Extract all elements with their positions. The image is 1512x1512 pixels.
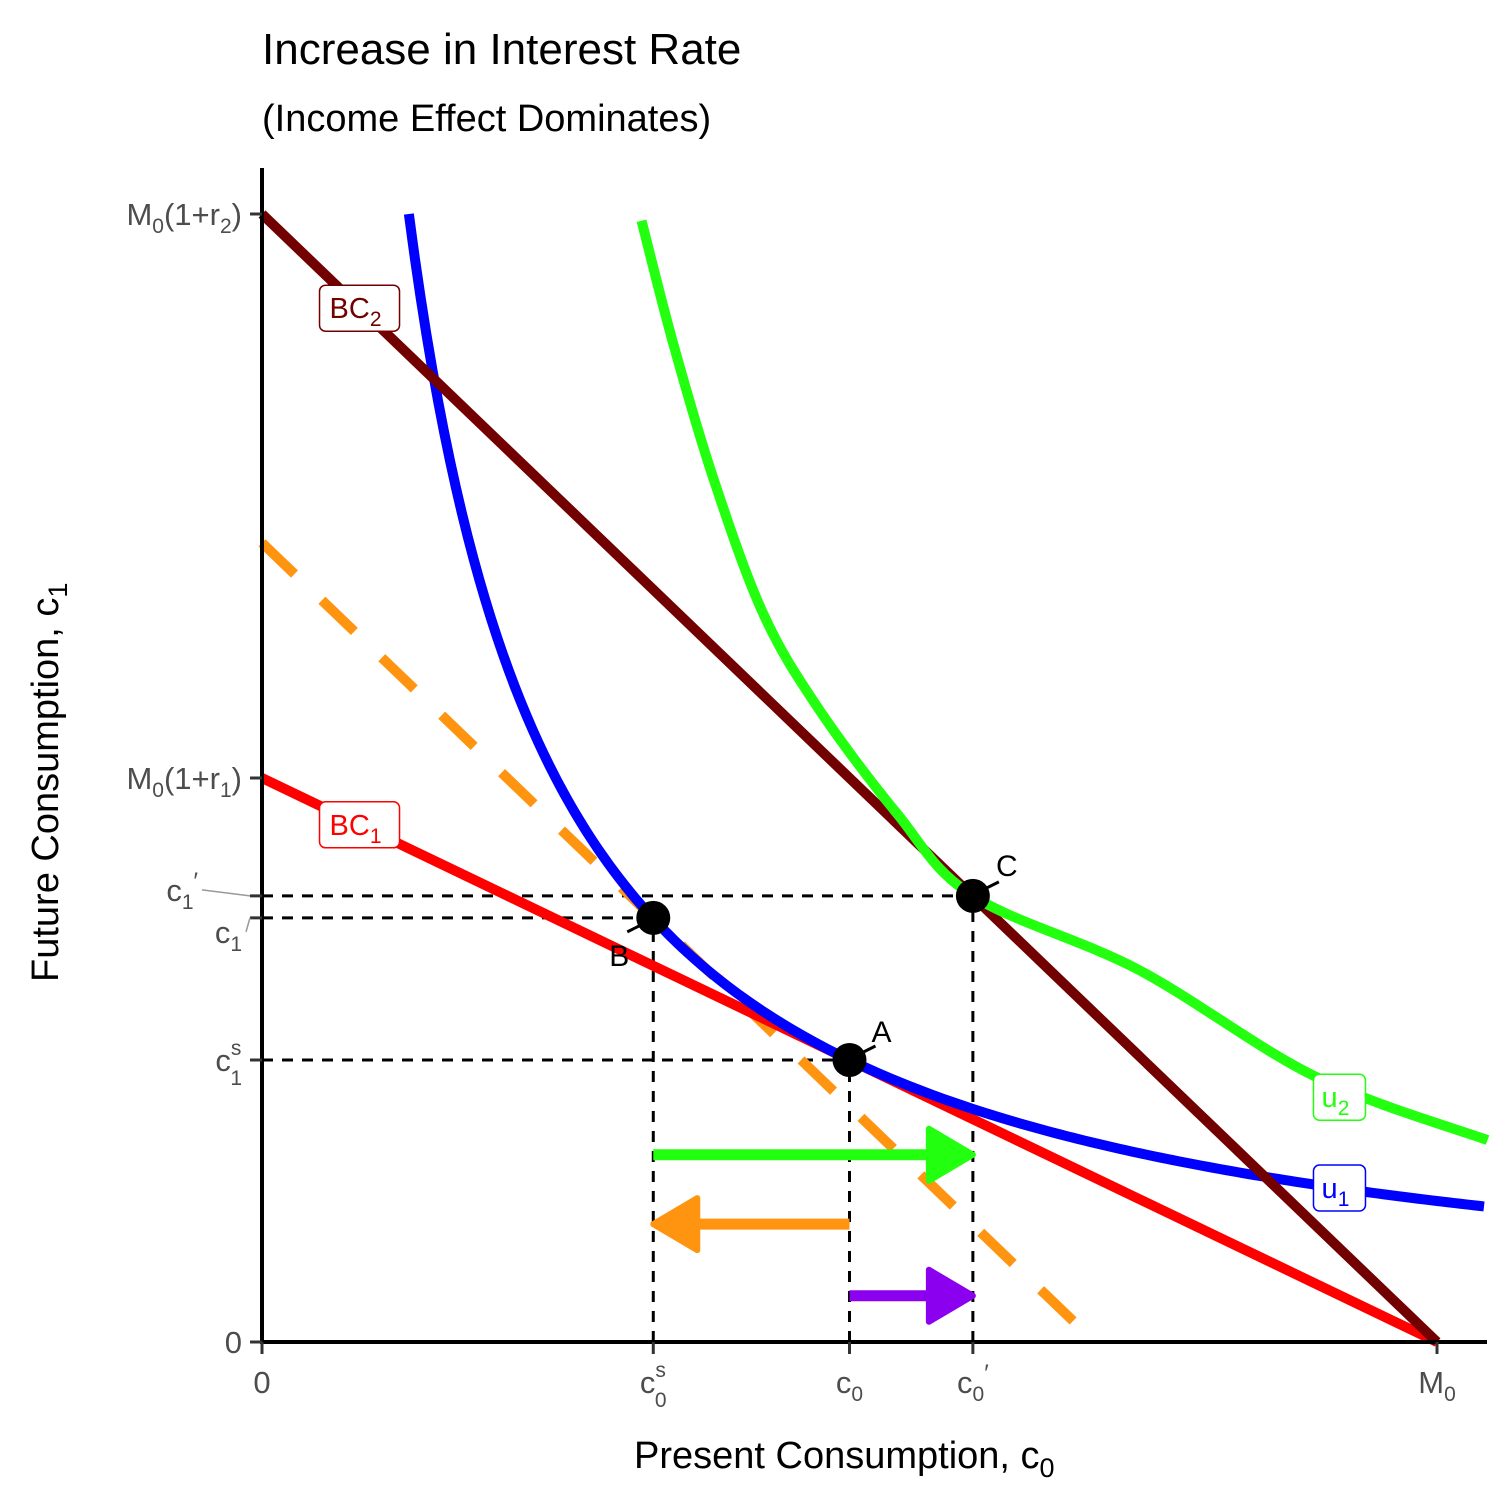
x-tick-label-2-sub: 0 — [851, 1383, 863, 1406]
x-tick-label-3-main: c — [957, 1365, 973, 1400]
u2-label: u2 — [1322, 1082, 1350, 1120]
y-tick-label-0-main: 0 — [225, 1325, 242, 1360]
x-axis-title-sub: 0 — [1040, 1453, 1055, 1483]
y-axis-title-sub: 1 — [43, 583, 73, 598]
y-tick-label-1-main: c — [215, 1043, 231, 1078]
y-tick-label-4-tail-end: ) — [232, 761, 242, 796]
x-tick-label-1-sub: 0 — [655, 1389, 667, 1412]
x-tick-label-0-main: 0 — [253, 1365, 270, 1400]
point-a — [832, 1043, 867, 1077]
y-tick-label-2-main: c — [215, 915, 231, 950]
bc2-label: BC2 — [330, 293, 382, 331]
y-tick-label-5-main: M — [126, 197, 152, 232]
bc1-label-box — [318, 801, 401, 849]
series-layer — [258, 210, 1490, 1347]
x-tick-label-0: 0 — [253, 1365, 270, 1400]
u1-label-box — [1312, 1164, 1367, 1212]
y-tick-label-2-sub: 1 — [230, 933, 242, 956]
x-tick-label-4-sub: 0 — [1444, 1383, 1456, 1406]
x-axis-title: Present Consumption, c0 — [634, 1435, 1055, 1483]
bc2-line — [258, 210, 1441, 1346]
u2-label-box — [1312, 1073, 1367, 1121]
point-c-label: C — [996, 850, 1018, 883]
y-tick-label-0: 0 — [225, 1325, 242, 1360]
point-c-leader — [986, 880, 1000, 890]
bc2-label-main: BC — [330, 293, 370, 325]
y-tick-label-3-sub: 1 — [182, 891, 194, 914]
u2-curve — [636, 219, 1490, 1145]
point-a-label: A — [871, 1016, 891, 1049]
y-tick-label-4-sub: 0 — [152, 779, 164, 802]
x-tick-label-3-sub: 0 — [973, 1383, 985, 1406]
x-tick-label-3-prime: ′ — [984, 1360, 989, 1387]
point-a-leader — [862, 1044, 877, 1054]
u1-label-main: u — [1322, 1173, 1338, 1205]
y-axis-title-main: Future Consumption, c — [25, 598, 67, 982]
u1-label: u1 — [1322, 1173, 1350, 1211]
y-tick-label-4-main: M — [126, 761, 152, 796]
arrows-layer — [650, 1125, 976, 1325]
income-effect-arrow-head — [925, 1266, 976, 1325]
x-tick-label-4-main: M — [1418, 1365, 1444, 1400]
chart-title: Increase in Interest Rate — [262, 25, 741, 74]
x-tick-label-2: c0 — [836, 1365, 863, 1406]
bc2-label-sub: 2 — [370, 308, 382, 331]
chart-subtitle: (Income Effect Dominates) — [262, 98, 711, 140]
y-tick-label-5-tail: (1+r — [164, 197, 220, 232]
compensated-bc-line — [258, 539, 1099, 1346]
bc1-label-main: BC — [330, 810, 370, 842]
point-c — [955, 878, 990, 913]
y-tick-label-1-sup: s — [231, 1037, 242, 1060]
y-tick-label-1-sub: 1 — [230, 1067, 242, 1090]
y-tick-label-3: c1′ — [166, 868, 198, 914]
bc1-label-sub: 1 — [370, 825, 382, 848]
y-axis-title: Future Consumption, c1 — [25, 583, 73, 982]
x-axis-title-main: Present Consumption, c — [634, 1435, 1040, 1477]
y-tick-label-5-tail-end: ) — [232, 197, 242, 232]
total-effect-arrow-head — [925, 1125, 976, 1184]
x-tick-label-2-main: c — [836, 1365, 852, 1400]
points-layer: A B C — [609, 850, 1018, 1077]
u2-label-sub: 2 — [1338, 1097, 1350, 1120]
x-tick-label-1: cs 0 — [640, 1359, 667, 1412]
y-tick-label-3-main: c — [166, 873, 182, 908]
x-tick-label-4: M0 — [1418, 1365, 1456, 1406]
point-b — [636, 900, 671, 935]
bc1-label: BC1 — [330, 810, 382, 848]
x-tick-label-1-sup: s — [655, 1359, 666, 1382]
x-tick-label-1-main: c — [640, 1365, 656, 1400]
point-b-leader — [626, 924, 640, 934]
u1-label-sub: 1 — [1338, 1188, 1350, 1211]
y-tick-label-5-tail-sub: 2 — [220, 215, 232, 238]
substitution-effect-arrow-head — [650, 1195, 701, 1254]
y-tick-label-3-prime: ′ — [194, 868, 199, 895]
x-tick-label-3: c0′ — [957, 1360, 989, 1406]
bc2-label-box — [318, 284, 401, 332]
y-tick-label-1: cs 1 — [215, 1037, 242, 1090]
y-tick-leader-2 — [245, 917, 251, 933]
u1-curve — [403, 213, 1485, 1212]
u2-label-main: u — [1322, 1082, 1338, 1114]
y-tick-leader-3 — [201, 889, 251, 897]
y-tick-label-5-sub: 0 — [152, 215, 164, 238]
y-tick-label-4-tail: (1+r — [164, 761, 220, 796]
y-tick-label-4: M0(1+r1) — [126, 761, 242, 802]
y-tick-label-4-tail-sub: 1 — [220, 779, 232, 802]
y-tick-label-5: M0(1+r2) — [126, 197, 242, 238]
y-tick-label-2: c1 — [215, 915, 242, 956]
point-b-label: B — [609, 940, 629, 973]
